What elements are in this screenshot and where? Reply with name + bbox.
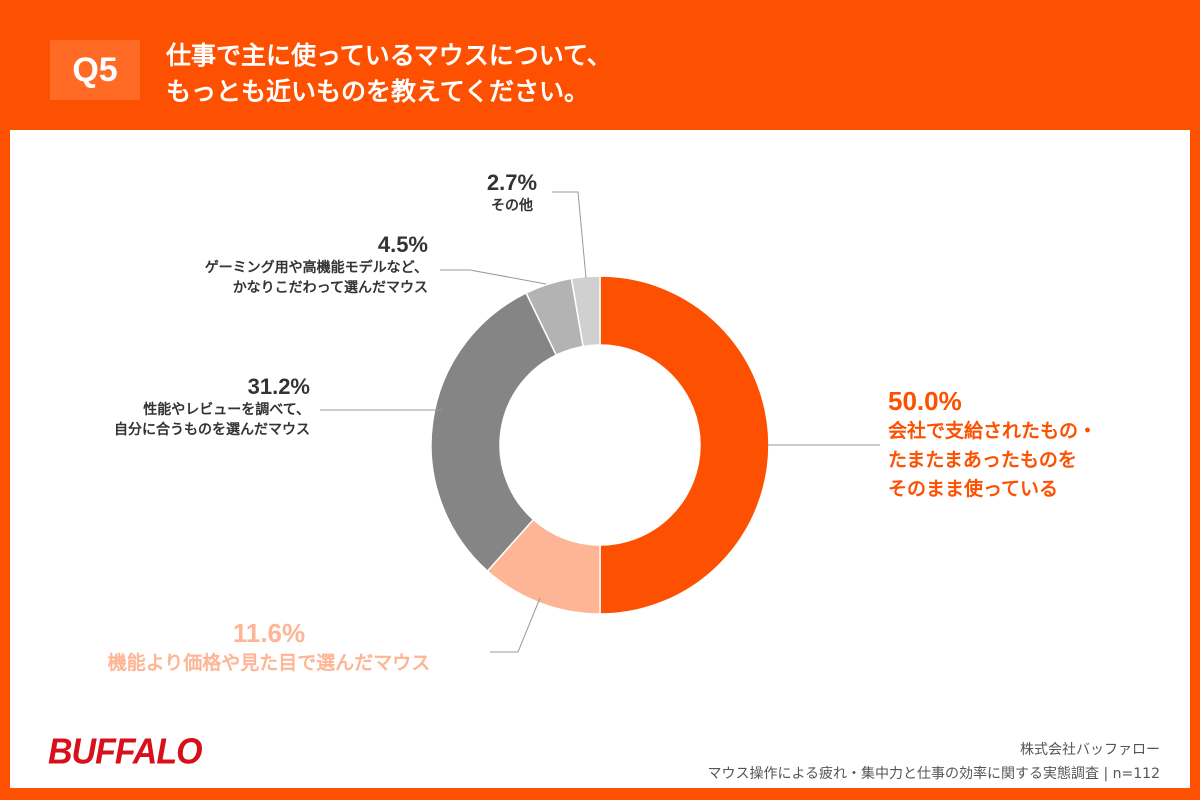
label-line: 自分に合うものを選んだマウス (114, 422, 310, 438)
pct-label: 50.0% (888, 386, 962, 416)
title-line: もっとも近いものを教えてください。 (166, 77, 590, 106)
label-line: かなりこだわって選んだマウス (232, 280, 428, 296)
label-slice-3: 4.5% ゲーミング用や高機能モデルなど、 かなりこだわって選んだマウス (205, 232, 428, 298)
pct-label: 2.7% (486, 170, 538, 195)
buffalo-logo: BUFFALO (48, 732, 203, 772)
leader-line-1 (490, 597, 541, 653)
donut-slice-4 (570, 275, 601, 348)
label-slice-0: 50.0% 会社で支給されたもの・ たまたまあったものを そのまま使っている (888, 386, 1097, 504)
label-slice-1: 11.6% 機能より価格や見た目で選んだマウス (56, 618, 482, 677)
label-line: ゲーミング用や高機能モデルなど、 (204, 260, 428, 276)
label-line: 機能より価格や見た目で選んだマウス (107, 652, 431, 674)
label-line: そのまま使っている (888, 478, 1059, 500)
label-line: たまたまあったものを (888, 449, 1077, 471)
donut-slice-2 (430, 291, 558, 573)
donut-slice-0 (599, 275, 770, 615)
question-title: 仕事で主に使っているマウスについて、 もっとも近いものを教えてください。 (166, 38, 612, 110)
pct-label: 31.2% (247, 374, 310, 399)
pct-label: 11.6% (232, 618, 306, 648)
company-name: 株式会社バッファロー (1020, 742, 1160, 758)
question-badge: Q5 (50, 40, 140, 100)
survey-name: マウス操作による疲れ・集中力と仕事の効率に関する実態調査 | n=112 (707, 766, 1160, 782)
chart-panel (10, 130, 1190, 788)
label-line: 性能やレビューを調べて、 (143, 402, 310, 418)
pct-label: 4.5% (377, 232, 428, 257)
label-line: その他 (491, 198, 533, 214)
label-slice-4: 2.7% その他 (484, 170, 540, 216)
label-line: 会社で支給されたもの・ (888, 420, 1098, 442)
source-note: 株式会社バッファロー マウス操作による疲れ・集中力と仕事の効率に関する実態調査 … (707, 738, 1160, 786)
leader-line-4 (552, 191, 587, 279)
leader-line-3 (440, 269, 547, 285)
title-line: 仕事で主に使っているマウスについて、 (166, 41, 612, 70)
label-slice-2: 31.2% 性能やレビューを調べて、 自分に合うものを選んだマウス (114, 374, 310, 440)
